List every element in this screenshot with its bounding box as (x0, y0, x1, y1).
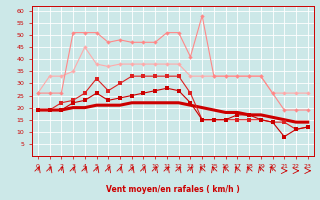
X-axis label: Vent moyen/en rafales ( km/h ): Vent moyen/en rafales ( km/h ) (106, 185, 240, 194)
